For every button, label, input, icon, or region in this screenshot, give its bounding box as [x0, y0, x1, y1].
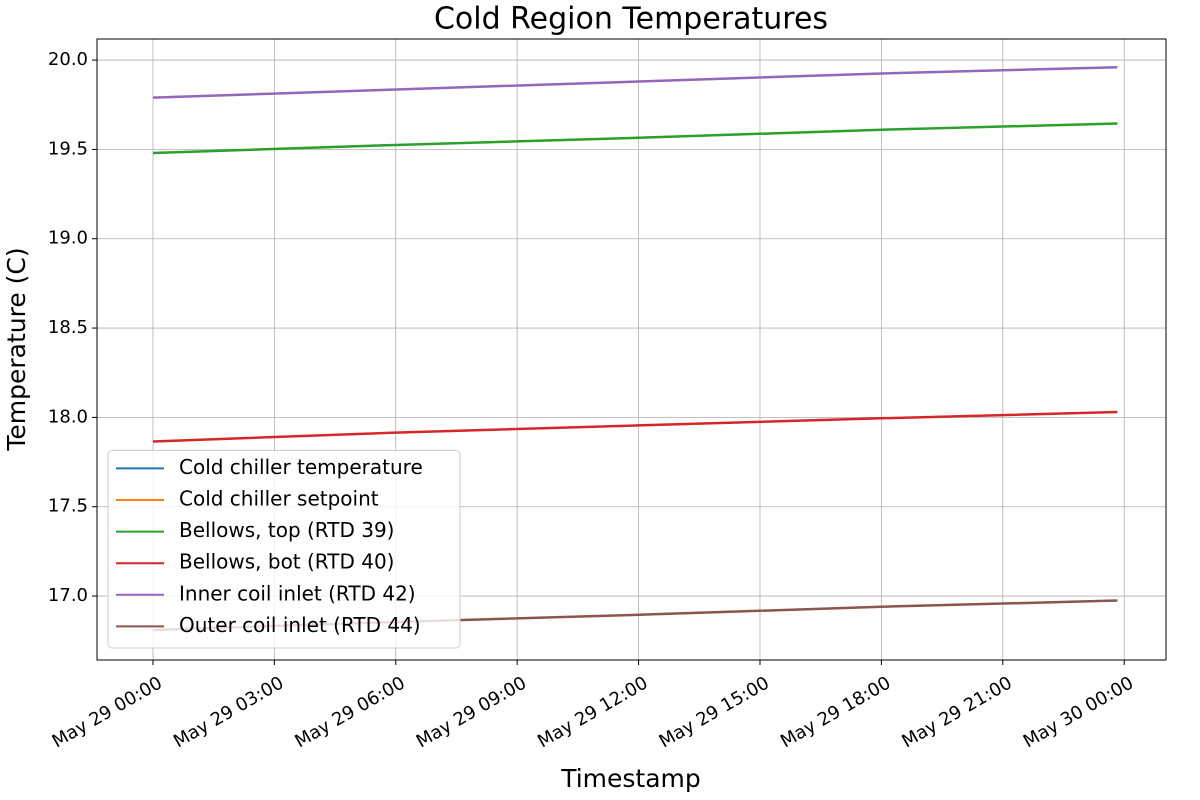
legend-label: Cold chiller temperature	[179, 455, 423, 479]
x-tick-label: May 29 06:00	[291, 672, 408, 752]
legend-label: Outer coil inlet (RTD 44)	[179, 613, 421, 637]
legend-label: Bellows, top (RTD 39)	[179, 518, 394, 542]
x-axis-label: Timestamp	[560, 764, 701, 793]
x-tick-label: May 29 18:00	[777, 672, 894, 752]
legend-box	[107, 449, 461, 649]
series-line	[152, 65, 1118, 99]
y-axis-label: Temperature (C)	[2, 247, 31, 451]
x-tick-label: May 29 00:00	[49, 672, 166, 752]
series-line	[152, 410, 1118, 443]
y-tick-label: 19.5	[48, 138, 88, 159]
y-tick-label: 17.0	[48, 585, 88, 606]
legend-label: Inner coil inlet (RTD 42)	[179, 581, 416, 605]
y-tick-label: 18.0	[48, 406, 88, 427]
chart-title: Cold Region Temperatures	[434, 2, 828, 37]
x-tick-label: May 29 21:00	[898, 672, 1015, 752]
legend-label: Cold chiller setpoint	[179, 487, 379, 511]
legend-label: Bellows, bot (RTD 40)	[179, 550, 394, 574]
x-tick-label: May 29 03:00	[170, 672, 287, 752]
x-tick-label: May 29 15:00	[656, 672, 773, 752]
x-tick-label: May 29 09:00	[413, 672, 530, 752]
x-tick-label: May 29 12:00	[534, 672, 651, 752]
y-tick-label: 18.5	[48, 317, 88, 338]
y-tick-label: 20.0	[48, 49, 88, 70]
y-tick-label: 17.5	[48, 496, 88, 517]
y-tick-label: 19.0	[48, 228, 88, 249]
series-line	[152, 122, 1118, 155]
plot-frame	[96, 38, 1167, 661]
x-tick-label: May 30 00:00	[1020, 672, 1137, 752]
